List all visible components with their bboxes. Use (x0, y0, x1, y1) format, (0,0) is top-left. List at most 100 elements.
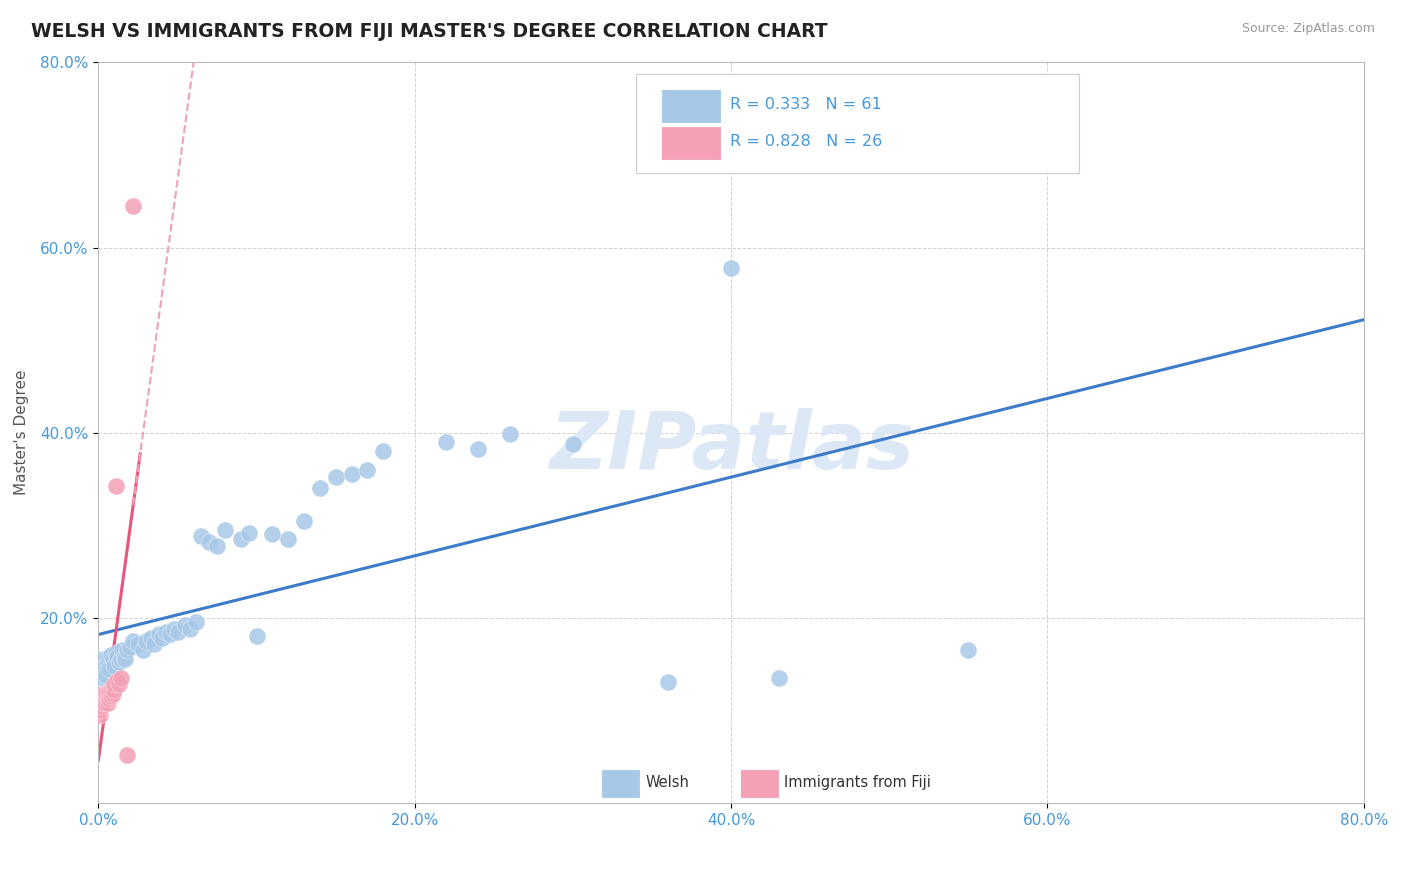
Text: Welsh: Welsh (645, 774, 689, 789)
Point (186, 615, 208, 630)
Point (96, 665, 118, 679)
Point (108, 655, 131, 669)
Point (89, 666, 111, 681)
Point (340, 467, 363, 482)
Point (90, 696, 112, 710)
Point (103, 677, 125, 691)
Point (190, 529, 212, 543)
Point (467, 442, 489, 457)
Point (97, 690, 120, 704)
Point (292, 514, 315, 528)
Text: Immigrants from Fiji: Immigrants from Fiji (785, 774, 931, 789)
Point (356, 462, 378, 476)
Point (198, 534, 221, 549)
Point (657, 675, 679, 690)
Point (104, 646, 127, 660)
Point (90, 657, 112, 671)
Point (214, 523, 236, 537)
Point (101, 687, 124, 701)
Point (98, 649, 121, 664)
Point (93, 690, 117, 704)
Point (768, 671, 790, 685)
Point (142, 637, 165, 651)
FancyBboxPatch shape (661, 127, 720, 160)
Point (166, 624, 188, 639)
Text: R = 0.828   N = 26: R = 0.828 N = 26 (730, 134, 882, 149)
Point (371, 444, 394, 458)
Point (101, 680, 124, 694)
FancyBboxPatch shape (636, 73, 1080, 173)
Point (114, 652, 136, 666)
Point (104, 479, 127, 493)
Point (96, 668, 118, 682)
Point (112, 649, 135, 664)
Point (96, 692, 118, 706)
Point (122, 633, 145, 648)
Point (115, 643, 138, 657)
Point (103, 682, 125, 697)
Point (277, 532, 299, 546)
Point (132, 643, 155, 657)
Point (115, 747, 138, 762)
Point (98, 685, 121, 699)
Point (179, 622, 201, 636)
Point (100, 682, 122, 697)
Point (246, 629, 269, 643)
Point (325, 470, 347, 484)
Point (150, 631, 173, 645)
Text: ZIPatlas: ZIPatlas (548, 409, 914, 486)
Point (89, 703, 111, 717)
Point (90, 698, 112, 713)
Point (93, 696, 117, 710)
Point (720, 260, 742, 275)
Point (205, 539, 228, 553)
Point (159, 627, 181, 641)
Point (89, 707, 111, 722)
Point (98, 662, 121, 676)
Point (108, 677, 131, 691)
Point (436, 434, 458, 449)
Point (107, 673, 129, 688)
Point (163, 622, 186, 636)
Point (148, 627, 170, 641)
Point (90, 662, 112, 676)
Point (97, 696, 120, 710)
Point (91, 652, 114, 666)
Point (110, 652, 132, 666)
Point (100, 690, 122, 704)
Point (91, 671, 114, 685)
Y-axis label: Master's Degree: Master's Degree (14, 370, 30, 495)
Point (110, 671, 132, 685)
Point (97, 655, 120, 669)
Point (96, 687, 118, 701)
Point (155, 624, 177, 639)
Point (174, 618, 197, 632)
Point (561, 436, 585, 450)
Point (229, 532, 252, 546)
FancyBboxPatch shape (661, 90, 720, 122)
Text: WELSH VS IMMIGRANTS FROM FIJI MASTER'S DEGREE CORRELATION CHART: WELSH VS IMMIGRANTS FROM FIJI MASTER'S D… (31, 22, 828, 41)
Point (101, 652, 124, 666)
Point (111, 643, 134, 657)
Point (127, 637, 149, 651)
Point (957, 643, 980, 657)
Point (122, 199, 145, 213)
Point (238, 525, 260, 540)
Point (91, 687, 114, 701)
Point (498, 427, 520, 442)
Text: Source: ZipAtlas.com: Source: ZipAtlas.com (1241, 22, 1375, 36)
Point (100, 648, 122, 662)
Point (91, 692, 114, 706)
Point (309, 481, 332, 495)
Point (107, 649, 129, 664)
Point (98, 692, 121, 706)
Point (139, 631, 162, 645)
FancyBboxPatch shape (741, 770, 778, 797)
Point (120, 640, 141, 655)
Point (262, 527, 284, 541)
Text: R = 0.333   N = 61: R = 0.333 N = 61 (730, 97, 882, 112)
Point (93, 658, 117, 673)
Point (103, 658, 125, 673)
Point (135, 633, 157, 648)
FancyBboxPatch shape (602, 770, 638, 797)
